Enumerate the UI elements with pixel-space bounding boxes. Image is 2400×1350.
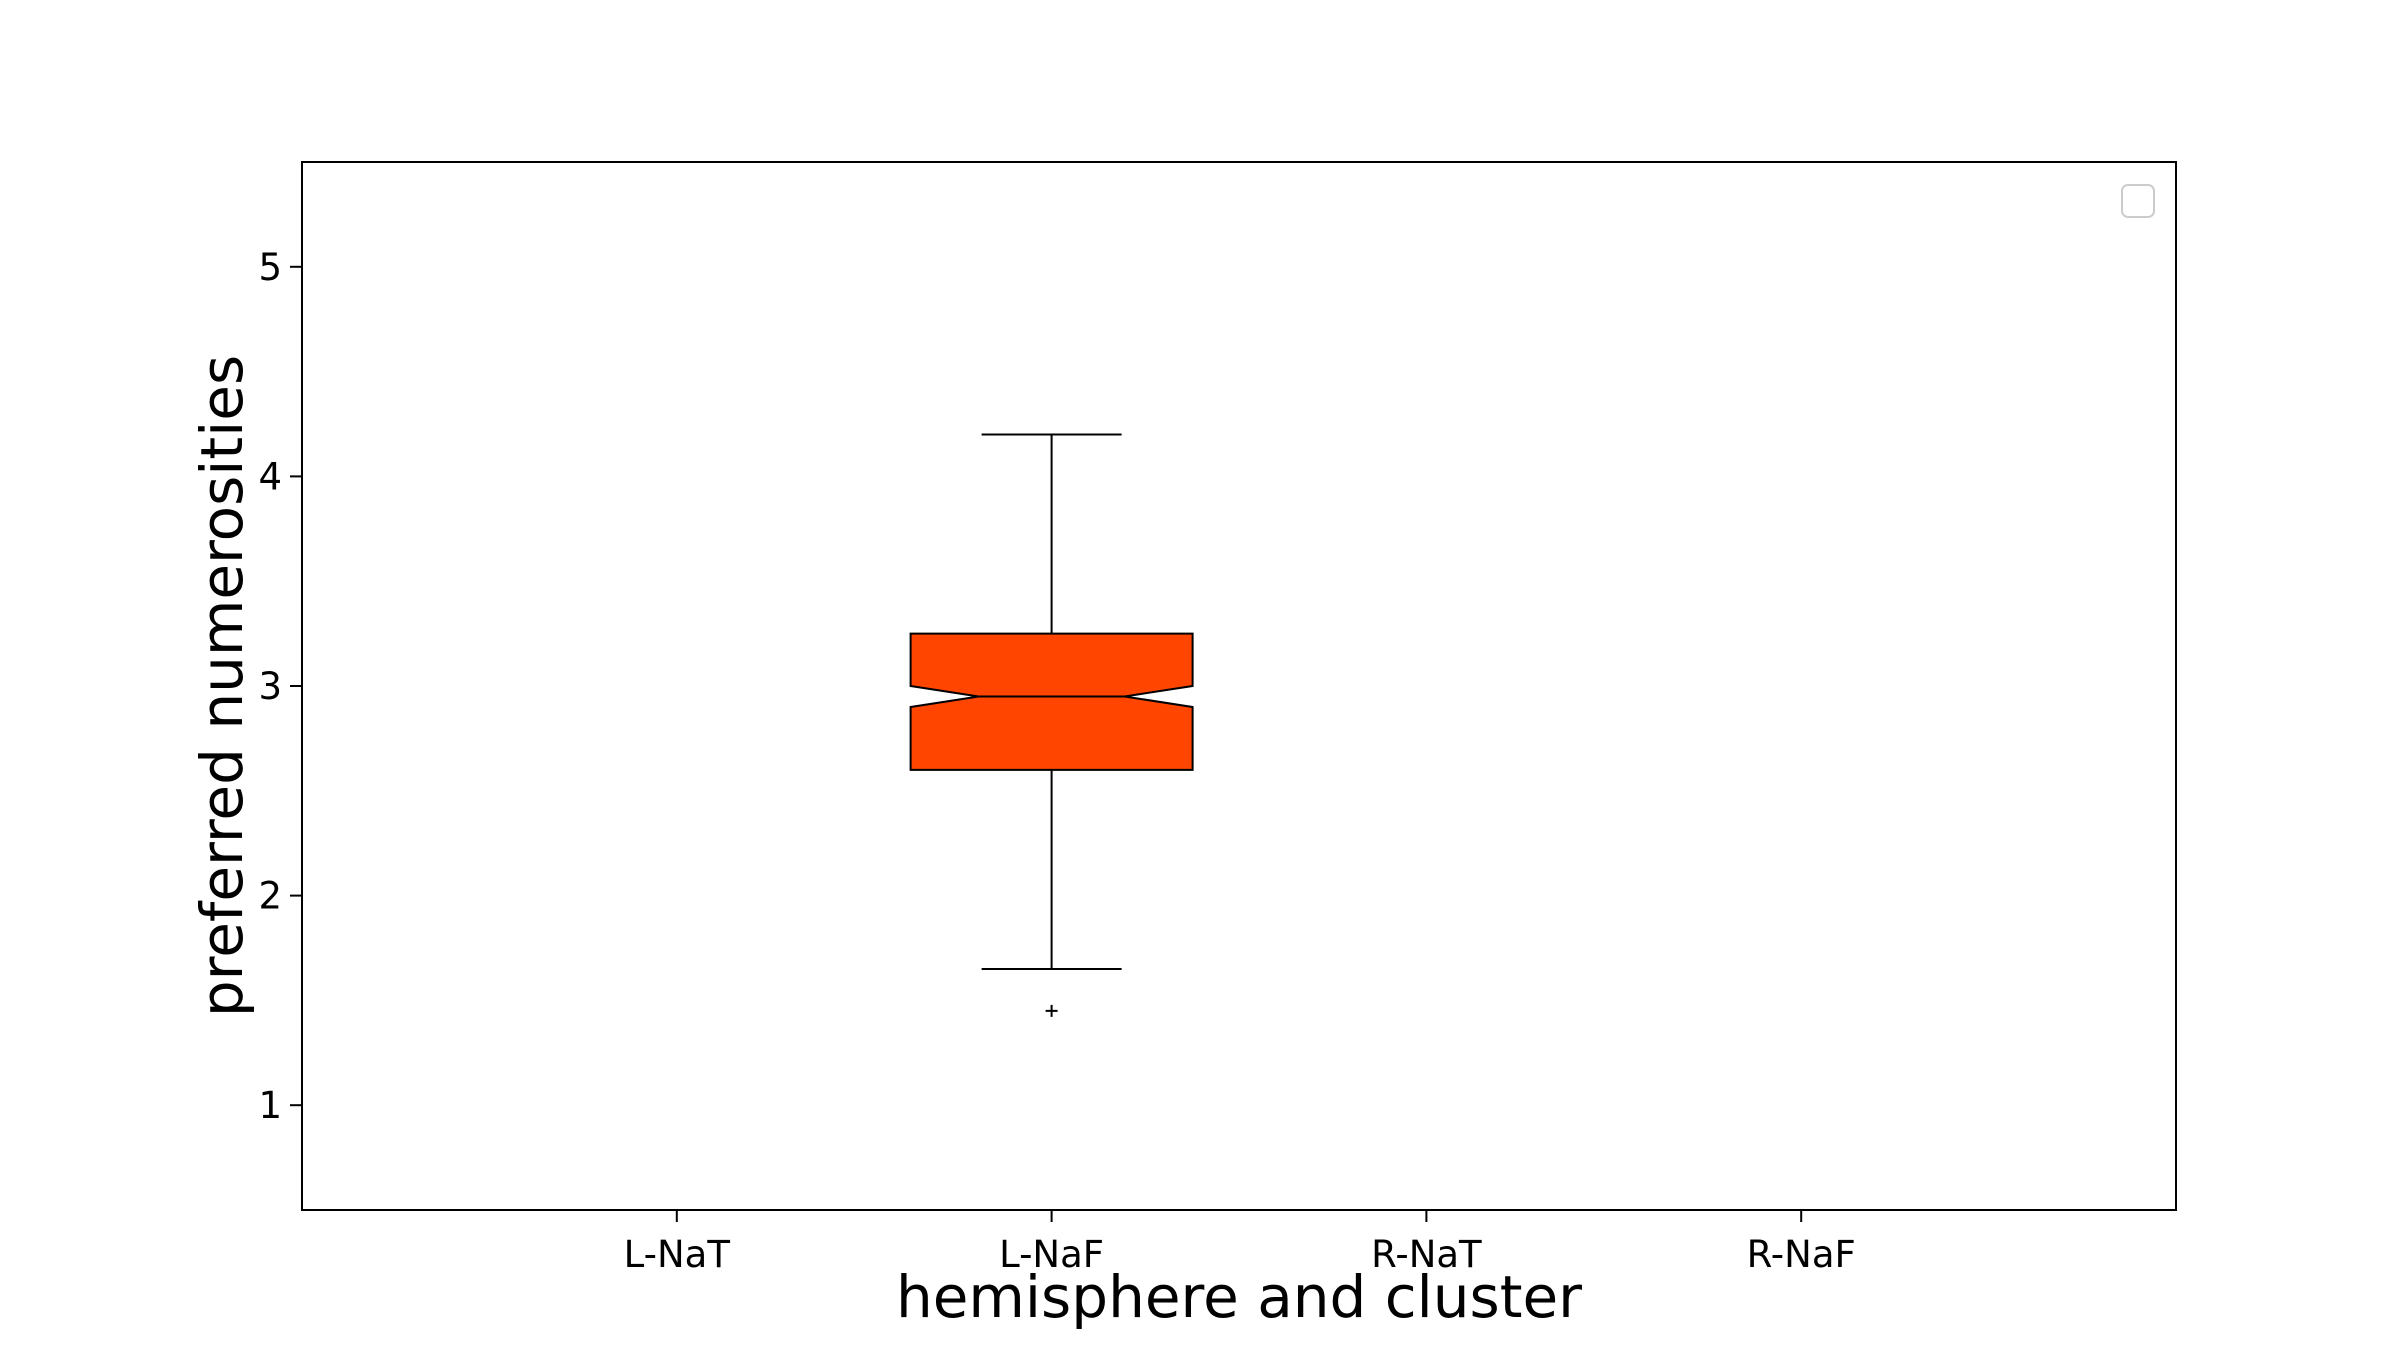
y-tick-label: 5 <box>258 246 282 289</box>
notched-box <box>909 632 1194 771</box>
y-tick-label: 1 <box>258 1084 282 1127</box>
legend-box <box>2121 184 2155 218</box>
box-group <box>909 433 1194 1017</box>
x-tick-label: R-NaT <box>1371 1233 1482 1276</box>
x-tick-label: L-NaF <box>999 1233 1104 1276</box>
y-tick-label: 4 <box>258 455 282 498</box>
outlier-marker <box>1045 1004 1058 1017</box>
plot-layer <box>909 433 1194 1017</box>
y-axis: 1 2 3 4 5 <box>258 246 302 1127</box>
y-tick-label: 3 <box>258 665 282 708</box>
plot-frame <box>301 161 2177 1211</box>
x-axis-label: hemisphere and cluster <box>896 1263 1582 1331</box>
y-tick-label: 2 <box>258 875 282 918</box>
x-axis: L-NaT L-NaF R-NaT R-NaF <box>624 1210 1856 1276</box>
x-tick-label: R-NaF <box>1747 1233 1856 1276</box>
x-tick-label: L-NaT <box>624 1233 731 1276</box>
y-axis-label: preferred numerosities <box>188 355 256 1017</box>
